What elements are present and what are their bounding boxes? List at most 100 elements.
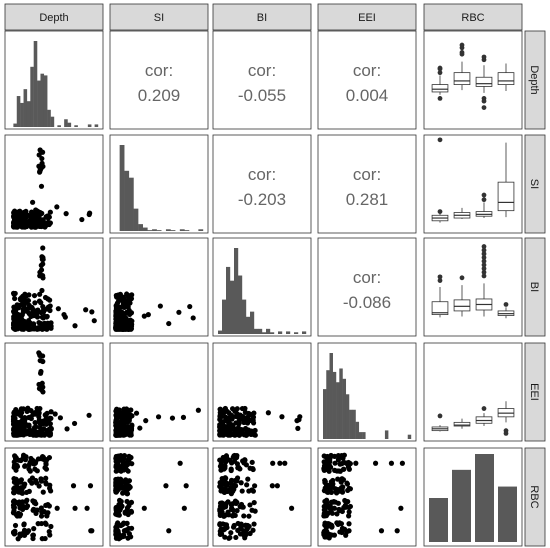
panel-rbc-depth xyxy=(4,447,104,547)
scatter-point xyxy=(43,460,49,466)
box-outlier xyxy=(481,244,487,249)
scatter-point xyxy=(237,531,244,537)
scatter-point xyxy=(187,303,193,310)
scatter-point xyxy=(342,502,349,508)
strip-row-bi xyxy=(524,237,546,337)
scatter-point xyxy=(238,427,245,433)
scatter-point xyxy=(39,309,46,315)
scatter-point xyxy=(37,420,43,427)
scatter-point xyxy=(89,528,95,534)
scatter-point xyxy=(398,505,404,511)
box-outlier xyxy=(481,98,487,104)
scatter-point xyxy=(23,293,30,299)
strip-row-si xyxy=(524,134,546,234)
scatter-point xyxy=(29,304,35,311)
scatter-point xyxy=(12,326,18,332)
scatter-point xyxy=(322,522,328,528)
scatter-point xyxy=(118,468,124,474)
strip-col-label-eei: EEI xyxy=(358,12,376,24)
scatter-point xyxy=(48,488,54,494)
scatter-point xyxy=(31,220,37,226)
panel-depth-eei xyxy=(317,30,417,130)
scatter-point xyxy=(228,530,234,536)
hist-bar-si xyxy=(142,227,148,231)
scatter-point xyxy=(325,482,331,489)
scatter-point xyxy=(38,456,44,462)
rbc-bar xyxy=(452,469,471,542)
scatter-point xyxy=(234,461,241,467)
scatter-point xyxy=(234,406,240,412)
scatter-point xyxy=(176,309,182,315)
scatter-point xyxy=(115,315,121,321)
scatter-point xyxy=(141,505,147,511)
scatter-point xyxy=(15,304,22,311)
scatter-point xyxy=(133,410,140,416)
scatter-point xyxy=(117,321,124,327)
hist-bar-bi xyxy=(302,331,307,334)
scatter-point xyxy=(18,457,24,464)
scatter-point xyxy=(250,527,256,533)
box-outlier xyxy=(481,247,487,253)
scatter-point xyxy=(115,424,122,431)
box-outlier xyxy=(481,262,487,268)
scatter-point xyxy=(252,432,258,438)
scatter-point xyxy=(15,423,22,429)
scatter-point xyxy=(114,301,120,307)
cor-value-si-eei: 0.281 xyxy=(346,190,389,209)
scatter-point xyxy=(24,503,31,509)
strip-col-depth xyxy=(4,3,104,31)
panel-rbc-bi xyxy=(212,447,312,547)
scatter-point xyxy=(16,320,23,326)
scatter-point xyxy=(47,532,53,538)
hist-bar-eei xyxy=(407,434,412,439)
scatter-point xyxy=(43,421,49,427)
strip-row-depth xyxy=(524,30,546,130)
hist-bar-eei xyxy=(336,382,340,439)
rbc-bar xyxy=(498,486,517,542)
scatter-point xyxy=(289,505,295,511)
hist-bar-bi xyxy=(286,331,291,334)
scatter-point xyxy=(217,512,223,519)
scatter-point xyxy=(47,307,53,314)
scatter-point xyxy=(282,460,288,466)
scatter-point xyxy=(237,431,243,437)
scatter-point xyxy=(44,512,50,519)
scatter-point xyxy=(72,505,78,511)
hist-bar-depth xyxy=(23,89,28,127)
scatter-point xyxy=(38,476,44,482)
scatter-point xyxy=(10,509,17,516)
scatter-point xyxy=(225,432,232,438)
scatter-point xyxy=(141,313,147,319)
scatter-point xyxy=(20,506,26,512)
scatter-point xyxy=(244,420,251,426)
scatter-point xyxy=(235,465,241,471)
scatter-point xyxy=(337,529,343,535)
box-outlier xyxy=(459,275,465,281)
scatter-point xyxy=(11,490,17,496)
scatter-point xyxy=(83,307,89,313)
scatter-point xyxy=(113,505,119,511)
scatter-point xyxy=(226,457,233,463)
scatter-point xyxy=(43,481,49,487)
scatter-point xyxy=(46,214,52,220)
scatter-point xyxy=(21,223,27,229)
scatter-point xyxy=(24,408,30,414)
hist-bar-depth xyxy=(40,73,45,127)
hist-bar-depth xyxy=(64,119,68,127)
scatter-point xyxy=(117,297,123,303)
scatter-point xyxy=(15,485,21,491)
scatter-point xyxy=(183,483,189,489)
scatter-point xyxy=(71,420,78,427)
scatter-point xyxy=(221,466,227,472)
scatter-point xyxy=(113,462,119,468)
panel-eei-rbc xyxy=(423,342,523,442)
scatter-point xyxy=(61,312,67,318)
scatter-point xyxy=(335,500,341,506)
scatter-point xyxy=(190,315,196,321)
scatter-point xyxy=(38,262,44,268)
box-body xyxy=(453,72,471,85)
scatter-point xyxy=(145,312,151,318)
hist-bar-bi xyxy=(278,331,283,334)
strip-col-bi xyxy=(212,3,312,31)
rbc-bar xyxy=(475,454,494,542)
